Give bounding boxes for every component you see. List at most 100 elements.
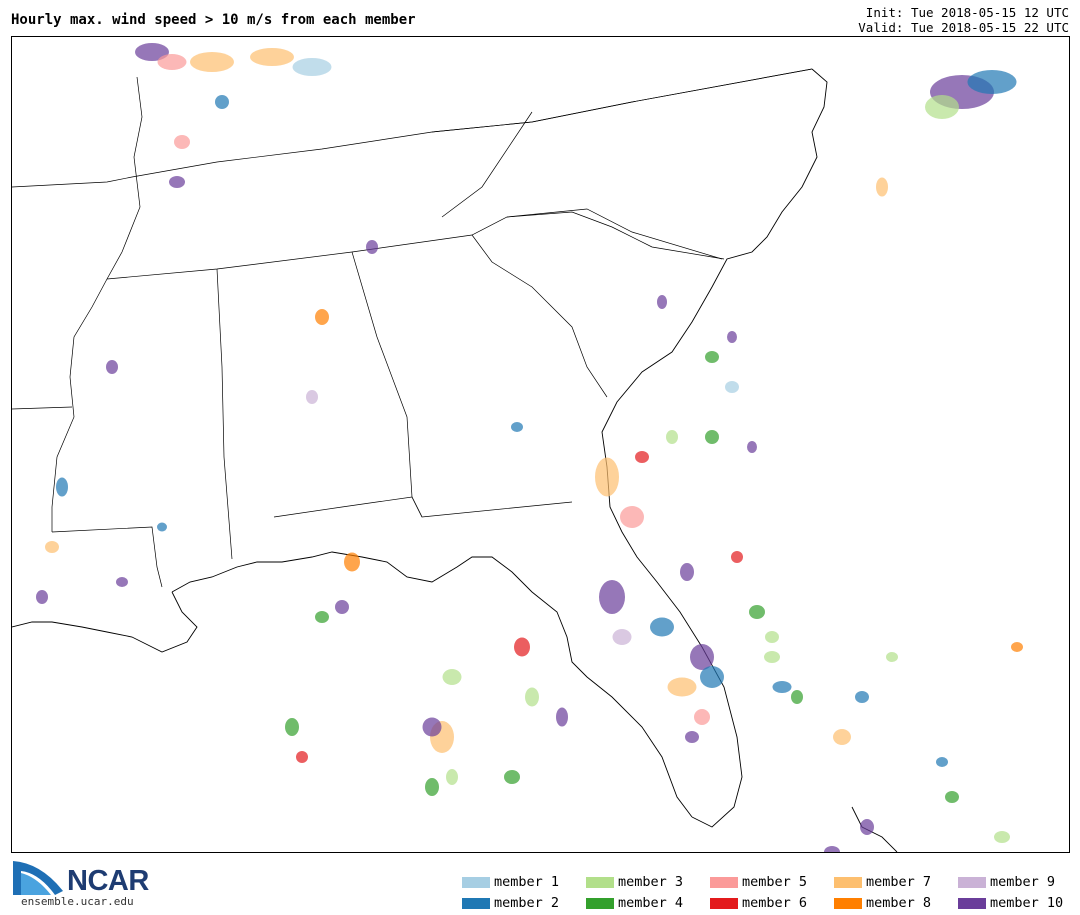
legend-item: member 2 — [462, 894, 559, 912]
wind-swath — [855, 691, 869, 703]
map-canvas — [12, 43, 1023, 852]
legend-label: member 9 — [990, 874, 1056, 890]
wind-swath — [157, 522, 167, 532]
map-panel — [11, 36, 1070, 853]
wind-swath — [250, 48, 294, 66]
legend-swatch — [710, 897, 738, 909]
ncar-swoosh-icon — [13, 861, 63, 895]
wind-swath — [791, 690, 803, 704]
wind-swath — [824, 846, 840, 852]
wind-swath — [296, 751, 308, 763]
wind-swath — [764, 651, 780, 663]
legend-item: member 5 — [710, 873, 807, 891]
wind-swath — [694, 709, 710, 725]
wind-swath — [344, 552, 360, 572]
wind-swath — [925, 95, 959, 119]
wind-swath — [511, 422, 523, 432]
wind-swath — [45, 541, 59, 553]
legend-label: member 8 — [866, 895, 932, 911]
wind-swath — [772, 681, 792, 693]
legend: member 1 member 2 member 3 member 4 member 5… — [462, 873, 1072, 913]
wind-swath — [700, 666, 724, 688]
wind-swath — [190, 52, 234, 72]
wind-swath — [106, 360, 118, 374]
coastline — [12, 68, 898, 852]
wind-swath — [595, 457, 619, 497]
legend-item: member 1 — [462, 873, 559, 891]
wind-swath — [705, 351, 719, 363]
wind-swath — [599, 580, 625, 614]
legend-swatch — [958, 876, 986, 888]
wind-swath — [994, 831, 1010, 843]
init-time: Init: Tue 2018-05-15 12 UTC — [865, 5, 1069, 20]
state-borders — [12, 68, 813, 588]
legend-label: member 3 — [618, 874, 684, 890]
legend-swatch — [958, 897, 986, 909]
wind-swath — [833, 729, 851, 745]
wind-swath — [422, 717, 442, 737]
wind-swath — [725, 381, 739, 393]
wind-swath — [157, 54, 187, 70]
legend-swatch — [462, 897, 490, 909]
ensemble-url: ensemble.ucar.edu — [21, 895, 134, 908]
wind-swath — [36, 590, 48, 604]
wind-swath — [612, 629, 632, 645]
wind-swath — [667, 677, 697, 697]
legend-label: member 4 — [618, 895, 684, 911]
legend-item: member 7 — [834, 873, 931, 891]
legend-swatch — [834, 876, 862, 888]
wind-swath — [680, 563, 694, 581]
wind-swath — [169, 176, 185, 188]
wind-swath — [731, 551, 743, 563]
legend-swatch — [834, 897, 862, 909]
wind-swath — [945, 791, 959, 803]
wind-swath — [292, 58, 332, 76]
wind-swath — [747, 441, 757, 453]
wind-swath — [285, 718, 299, 736]
wind-swath — [967, 70, 1017, 94]
wind-swath — [727, 331, 737, 343]
wind-swath — [657, 295, 667, 309]
legend-label: member 10 — [990, 895, 1064, 911]
legend-item: member 3 — [586, 873, 683, 891]
wind-swath — [306, 390, 318, 404]
legend-item: member 10 — [958, 894, 1063, 912]
wind-swath — [620, 506, 644, 528]
wind-swath — [556, 707, 568, 727]
wind-swath — [504, 770, 520, 784]
wind-swath — [215, 95, 229, 109]
wind-swath — [749, 605, 765, 619]
wind-swath — [1011, 642, 1023, 652]
time-info: Init: Tue 2018-05-15 12 UTC Valid: Tue 2… — [858, 5, 1069, 35]
wind-swath — [666, 430, 678, 444]
wind-swath — [690, 644, 714, 670]
wind-swath — [116, 577, 128, 587]
valid-time: Valid: Tue 2018-05-15 22 UTC — [858, 20, 1069, 35]
wind-swath — [135, 43, 169, 61]
legend-label: member 2 — [494, 895, 560, 911]
legend-swatch — [710, 876, 738, 888]
wind-swath — [514, 637, 530, 657]
wind-swath — [335, 600, 349, 614]
wind-swath — [936, 757, 948, 767]
wind-swaths — [36, 43, 1023, 852]
legend-swatch — [586, 897, 614, 909]
legend-label: member 1 — [494, 874, 560, 890]
ncar-logo: NCAR ensemble.ucar.edu — [11, 855, 171, 910]
wind-swath — [315, 309, 329, 325]
wind-swath — [860, 819, 874, 835]
legend-label: member 6 — [742, 895, 808, 911]
wind-swath — [446, 769, 458, 785]
legend-label: member 7 — [866, 874, 932, 890]
wind-swath — [765, 631, 779, 643]
map-title: Hourly max. wind speed > 10 m/s from eac… — [11, 12, 416, 28]
legend-item: member 9 — [958, 873, 1055, 891]
wind-swath — [650, 617, 674, 637]
ncar-wordmark: NCAR — [67, 865, 149, 897]
legend-item: member 6 — [710, 894, 807, 912]
legend-swatch — [586, 876, 614, 888]
wind-swath — [442, 669, 462, 685]
legend-item: member 4 — [586, 894, 683, 912]
wind-swath — [886, 652, 898, 662]
wind-swath — [366, 240, 378, 254]
